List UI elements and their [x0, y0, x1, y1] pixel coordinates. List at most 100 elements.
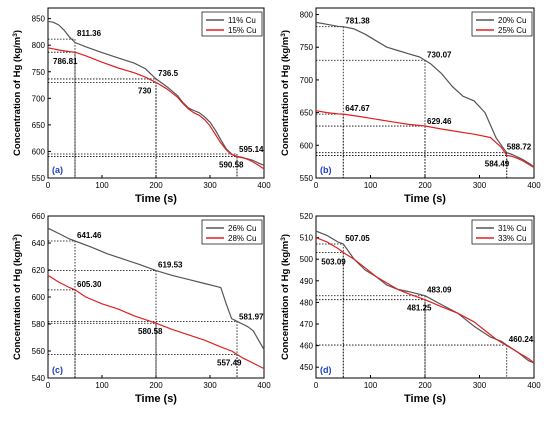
value-annotation: 647.67 — [345, 104, 370, 113]
x-axis-title: Time (s) — [404, 393, 446, 405]
value-annotation: 619.53 — [158, 261, 183, 270]
value-annotation: 811.36 — [77, 29, 102, 38]
value-annotation: 581.97 — [239, 312, 264, 321]
y-tick-label: 660 — [32, 212, 46, 221]
panel-label: (b) — [320, 165, 332, 175]
x-tick-label: 300 — [203, 181, 217, 190]
series-line-2 — [315, 237, 535, 364]
legend-label: 28% Cu — [228, 234, 256, 243]
legend-label: 25% Cu — [498, 26, 526, 35]
y-tick-label: 580 — [32, 320, 46, 329]
y-tick-label: 650 — [300, 109, 314, 118]
y-tick-label: 550 — [32, 174, 46, 183]
x-tick-label: 400 — [257, 381, 271, 390]
value-annotation: 584.49 — [485, 159, 510, 168]
value-annotation: 588.72 — [507, 143, 532, 152]
value-annotation: 786.81 — [53, 57, 78, 66]
x-tick-label: 400 — [527, 181, 541, 190]
y-tick-label: 560 — [32, 347, 46, 356]
series-line-2 — [47, 47, 265, 170]
x-tick-label: 100 — [364, 181, 378, 190]
value-annotation: 641.46 — [77, 231, 102, 240]
x-tick-label: 0 — [314, 181, 319, 190]
value-annotation: 460.24 — [509, 335, 534, 344]
x-tick-label: 100 — [95, 381, 109, 390]
series-line-2 — [315, 110, 535, 169]
y-tick-label: 700 — [300, 76, 314, 85]
chart-panel-1: 0 100 200 300 400 550 600 650 700 750 800 850 Time (… — [12, 7, 271, 205]
y-axis-title: Concentration of Hg (kg/m3) — [280, 30, 292, 156]
x-tick-label: 100 — [364, 381, 378, 390]
y-tick-label: 750 — [32, 68, 46, 77]
legend-box — [201, 11, 263, 37]
y-tick-label: 800 — [300, 11, 314, 20]
x-axis-title: Time (s) — [404, 193, 446, 205]
y-axis-title: Concentration of Hg (kg/m3) — [12, 234, 24, 360]
y-tick-label: 650 — [32, 121, 46, 130]
y-tick-label: 750 — [300, 43, 314, 52]
legend-label: 31% Cu — [498, 224, 526, 233]
legend-box — [471, 219, 533, 245]
panel-label: (d) — [320, 365, 332, 375]
value-annotation: 507.05 — [345, 234, 370, 243]
y-tick-label: 600 — [300, 141, 314, 150]
y-tick-label: 640 — [32, 239, 46, 248]
value-annotation: 730 — [138, 86, 152, 95]
value-annotation: 736.5 — [158, 69, 179, 78]
y-tick-label: 550 — [300, 174, 314, 183]
x-tick-label: 300 — [473, 381, 487, 390]
x-tick-label: 200 — [418, 381, 432, 390]
x-tick-label: 400 — [527, 381, 541, 390]
series-line-1 — [315, 21, 535, 168]
y-tick-label: 620 — [32, 266, 46, 275]
panel-label: (a) — [52, 165, 63, 175]
x-tick-label: 300 — [203, 381, 217, 390]
value-annotation: 730.07 — [427, 50, 452, 59]
y-tick-label: 700 — [32, 94, 46, 103]
value-annotation: 483.09 — [427, 286, 452, 295]
y-tick-label: 540 — [32, 374, 46, 383]
legend-label: 15% Cu — [228, 26, 256, 35]
value-annotation: 557.49 — [217, 358, 242, 367]
legend-label: 20% Cu — [498, 16, 526, 25]
y-tick-label: 490 — [300, 277, 314, 286]
y-tick-label: 520 — [300, 212, 314, 221]
panel-label: (c) — [52, 365, 63, 375]
value-annotation: 590.58 — [219, 160, 244, 169]
legend-box — [201, 219, 263, 245]
x-tick-label: 200 — [149, 181, 163, 190]
legend-label: 11% Cu — [228, 16, 256, 25]
y-tick-label: 460 — [300, 342, 314, 351]
y-tick-label: 850 — [32, 15, 46, 24]
x-tick-label: 0 — [46, 181, 51, 190]
legend-label: 26% Cu — [228, 224, 256, 233]
x-tick-label: 0 — [46, 381, 51, 390]
y-tick-label: 600 — [32, 293, 46, 302]
x-tick-label: 200 — [149, 381, 163, 390]
chart-panel-2: 0 100 200 300 400 550 600 650 700 750 800 Time (s) C… — [280, 7, 541, 205]
value-annotation: 629.46 — [427, 117, 452, 126]
series-line-2 — [47, 274, 265, 370]
y-tick-label: 510 — [300, 234, 314, 243]
x-axis-title: Time (s) — [135, 193, 177, 205]
value-annotation: 781.38 — [345, 17, 370, 26]
y-axis-title: Concentration of Hg (kg/m3) — [280, 234, 292, 360]
y-tick-label: 500 — [300, 255, 314, 264]
y-tick-label: 480 — [300, 298, 314, 307]
x-tick-label: 200 — [418, 181, 432, 190]
y-tick-label: 450 — [300, 363, 314, 372]
legend-label: 33% Cu — [498, 234, 526, 243]
value-annotation: 595.14 — [239, 145, 264, 154]
y-tick-label: 470 — [300, 320, 314, 329]
x-tick-label: 400 — [257, 181, 271, 190]
series-line-1 — [47, 227, 265, 350]
y-axis-title: Concentration of Hg (kg/m3) — [12, 30, 24, 156]
x-tick-label: 300 — [473, 181, 487, 190]
value-annotation: 580.58 — [138, 327, 163, 336]
legend-box — [471, 11, 533, 37]
chart-panel-4: 0 100 200 300 400 450 460 470 480 490 500 510 520 Tim… — [280, 212, 542, 405]
value-annotation: 481.25 — [407, 304, 432, 313]
x-axis-title: Time (s) — [135, 393, 177, 405]
value-annotation: 605.30 — [77, 280, 102, 289]
